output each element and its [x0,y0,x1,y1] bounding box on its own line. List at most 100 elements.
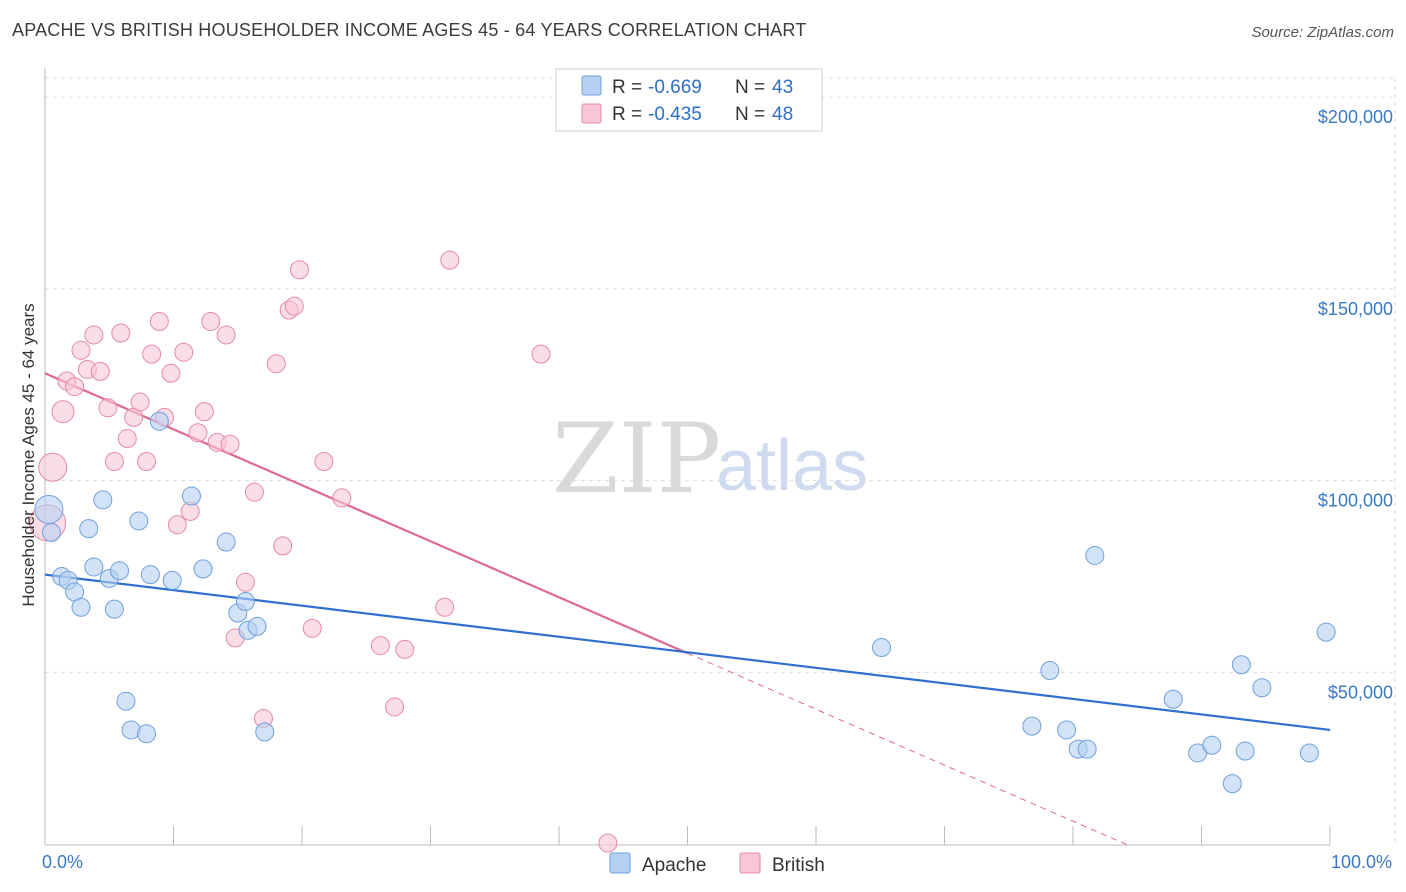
apache-point-26 [255,722,275,742]
british-point-41 [370,636,390,656]
source-label: Source: ZipAtlas.com [1251,24,1394,41]
apache-point-7 [84,557,104,577]
y-tick-label-0: $50,000 [1328,682,1393,702]
apache-point-20 [193,559,213,579]
apache-point-27 [872,637,892,657]
chart-title: APACHE VS BRITISH HOUSEHOLDER INCOME AGE… [12,20,807,40]
british-point-40 [332,488,352,508]
apache-point-34 [1163,689,1183,709]
legend-apache-n-label: N = [735,77,765,98]
bottom-legend-swatch-apache [609,852,631,874]
apache-point-0 [34,494,64,524]
british-point-2 [51,400,75,424]
apache-point-25 [247,616,267,636]
british-point-25 [201,312,221,332]
legend-swatch-british [581,103,602,124]
legend-british-r-label: R = [612,104,642,125]
british-point-43 [395,639,415,659]
british-point-27 [216,325,236,345]
british-point-11 [111,323,131,343]
apache-point-15 [137,724,157,744]
trend-line-british-extension [687,652,1128,846]
british-point-21 [174,342,194,362]
legend-apache-r-value: -0.669 [648,77,702,98]
british-point-12 [117,428,137,448]
british-point-33 [266,354,286,374]
apache-point-14 [129,511,149,531]
british-point-23 [188,423,208,443]
apache-point-5 [71,597,91,617]
british-point-24 [194,402,214,422]
apache-point-17 [149,411,169,431]
data-points [29,250,1336,853]
british-point-14 [130,392,150,412]
y-tick-label-2: $150,000 [1318,299,1393,319]
apache-point-39 [1235,741,1255,761]
apache-point-40 [1252,678,1272,698]
y-tick-labels: $50,000 $100,000 $150,000 $200,000 [1318,107,1393,702]
apache-point-36 [1202,735,1222,755]
apache-point-28 [1022,716,1042,736]
axes [44,68,1331,846]
british-point-39 [314,452,334,471]
apache-point-18 [162,570,182,590]
apache-point-41 [1299,743,1319,763]
apache-point-1 [41,522,61,542]
watermark-zip: ZIP [552,403,721,515]
british-point-9 [98,398,118,418]
british-point-28 [220,434,240,454]
british-point-44 [435,597,455,617]
apache-point-11 [110,561,130,581]
apache-point-33 [1085,545,1105,565]
legend-top: R = -0.669 N = 43 R = -0.435 N = 48 [555,68,823,132]
british-point-19 [161,363,181,383]
apache-point-19 [181,486,201,506]
british-point-4 [65,377,85,397]
british-point-30 [235,572,255,592]
british-point-1 [38,452,68,482]
british-point-31 [244,482,264,502]
british-point-46 [531,344,551,364]
apache-point-21 [216,532,236,552]
british-point-34 [273,536,293,556]
british-point-20 [167,515,187,535]
apache-point-23 [235,591,255,611]
british-point-15 [137,452,157,471]
legend-british-r-value: -0.435 [648,104,702,125]
british-point-45 [440,250,460,270]
y-axis-label: Householder Income Ages 45 - 64 years [19,303,38,606]
legend-bottom: Apache British [609,852,825,876]
bottom-legend-apache: Apache [642,855,706,876]
x-tick-label-max: 100.0% [1331,852,1392,872]
apache-point-10 [104,599,124,619]
british-point-17 [149,312,169,332]
apache-point-12 [116,691,136,711]
legend-british-n-label: N = [735,104,765,125]
british-point-47 [598,833,618,853]
apache-point-8 [93,490,113,510]
british-point-16 [142,344,162,364]
trend-line-apache [44,573,1331,732]
bottom-legend-swatch-british [739,852,761,874]
british-point-10 [104,452,124,471]
apache-point-32 [1077,739,1097,759]
apache-point-29 [1040,661,1060,681]
british-point-37 [289,260,309,280]
legend-apache-n-value: 43 [772,77,793,98]
bottom-legend-british: British [772,855,825,876]
apache-point-37 [1222,774,1242,794]
british-point-8 [90,361,110,381]
british-point-36 [284,296,304,316]
apache-point-16 [140,565,160,585]
british-point-5 [71,340,91,360]
apache-point-6 [79,519,99,539]
british-point-7 [84,325,104,345]
y-tick-label-1: $100,000 [1318,491,1393,511]
x-tick-label-min: 0.0% [42,852,83,872]
legend-swatch-apache [581,75,602,96]
british-point-38 [302,618,322,638]
watermark-atlas: atlas [716,426,868,506]
british-point-42 [385,697,405,717]
legend-apache-r-label: R = [612,77,642,98]
